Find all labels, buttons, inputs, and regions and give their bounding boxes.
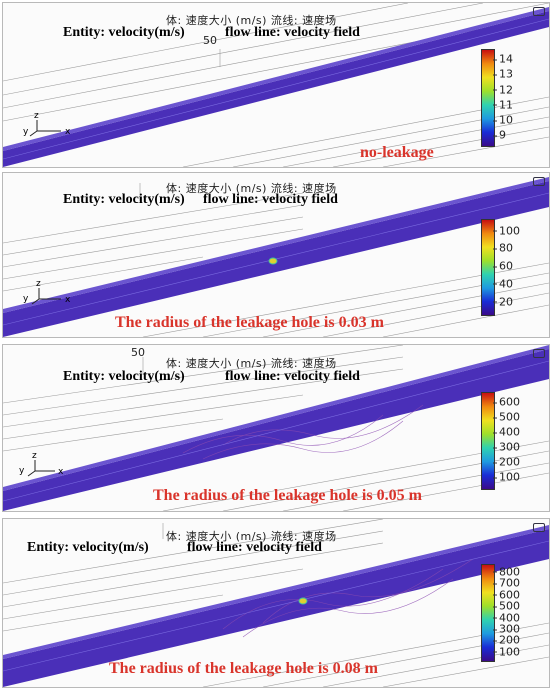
legend-tick-label: 100 — [493, 470, 520, 484]
pipe-top-edge — [3, 345, 549, 491]
pipe-top-edge — [3, 177, 549, 313]
axis-x-label: x — [58, 467, 64, 477]
axis-y-label: y — [23, 294, 29, 304]
legend-tick-label: 200 — [493, 455, 520, 469]
axis-z-label: z — [36, 279, 41, 289]
streamline-swirls — [182, 404, 424, 460]
legend-tick-label: 60 — [493, 259, 513, 273]
entity-label: Entity: velocity(m/s) — [63, 25, 185, 40]
legend-tick-label: 700 — [493, 576, 520, 590]
legend-tick-label: 100 — [493, 224, 520, 238]
pipe-scene — [3, 519, 549, 687]
panel-corner-icon — [533, 523, 545, 532]
panel-no-leakage: x z y 体: 速度大小 (m/s) 流线: 速度场 Entity: velo… — [2, 2, 550, 168]
pipe-scene: x z y — [3, 345, 549, 511]
panel-caption: The radius of the leakage hole is 0.03 m — [115, 314, 384, 331]
panel-caption: The radius of the leakage hole is 0.08 m — [109, 660, 378, 677]
legend-color-bar — [481, 49, 495, 147]
legend-tick-label: 500 — [493, 410, 520, 424]
legend-tick-label: 10 — [493, 113, 513, 127]
legend-tick-label: 13 — [493, 67, 513, 81]
legend-tick-label: 300 — [493, 440, 520, 454]
legend-color-bar — [481, 219, 495, 316]
flow-line-label: flow line: velocity field — [187, 540, 322, 555]
axis-z-label: z — [32, 451, 37, 461]
entity-label: Entity: velocity(m/s) — [27, 540, 149, 555]
legend-tick-label: 200 — [493, 633, 520, 647]
legend-color-bar — [481, 392, 495, 490]
chinese-title: 体: 速度大小 (m/s) 流线: 速度场 — [166, 530, 337, 543]
entity-label: Entity: velocity(m/s) — [63, 192, 185, 207]
streamline — [3, 540, 549, 672]
chinese-title: 体: 速度大小 (m/s) 流线: 速度场 — [166, 357, 337, 370]
leak-hole-marker — [268, 257, 278, 265]
panel-corner-icon — [533, 349, 545, 358]
legend-tick-label: 11 — [493, 98, 513, 112]
legend-tick-label: 600 — [493, 395, 520, 409]
pipe-scene: x z y — [3, 3, 549, 167]
grid-lines — [3, 3, 549, 167]
legend-color-bar — [481, 564, 495, 662]
axis-x-label: x — [65, 127, 71, 137]
scale-tick-label: 50 — [131, 346, 145, 359]
leak-hole-marker — [298, 597, 308, 605]
chinese-title: 体: 速度大小 (m/s) 流线: 速度场 — [166, 182, 337, 195]
chinese-title: 体: 速度大小 (m/s) 流线: 速度场 — [166, 14, 337, 27]
legend-tick-label: 9 — [493, 128, 506, 142]
legend-tick-label: 300 — [493, 622, 520, 636]
legend-tick-label: 800 — [493, 565, 520, 579]
axis-triad: x z y — [19, 451, 64, 477]
pipe-top-edge — [3, 7, 549, 151]
streamline — [3, 360, 549, 502]
axis-triad: x z y — [23, 111, 71, 137]
pipe-scene: x z y — [3, 177, 549, 337]
legend-tick-label: 100 — [493, 645, 520, 659]
legend-tick-label: 40 — [493, 277, 513, 291]
scale-tick-label: 50 — [203, 34, 217, 47]
legend-tick-label: 14 — [493, 52, 513, 66]
flow-line-label: flow line: velocity field — [203, 192, 338, 207]
legend-tick-label: 80 — [493, 241, 513, 255]
axis-y-label: y — [23, 127, 29, 137]
flow-line-label: flow line: velocity field — [225, 369, 360, 384]
flow-line-label: flow line: velocity field — [225, 25, 360, 40]
entity-label: Entity: velocity(m/s) — [63, 369, 185, 384]
axis-triad: x z y — [23, 279, 71, 305]
panel-corner-icon — [533, 177, 545, 186]
legend-tick-label: 400 — [493, 425, 520, 439]
legend-tick-label: 12 — [493, 83, 513, 97]
panel-caption: The radius of the leakage hole is 0.05 m — [153, 487, 422, 504]
panel-corner-icon — [533, 7, 545, 16]
legend-tick-label: 500 — [493, 599, 520, 613]
panel-leak-003: x z y 体: 速度大小 (m/s) 流线: 速度场 Entity: velo… — [2, 172, 550, 338]
grid-lines — [3, 519, 549, 687]
panel-leak-008: 体: 速度大小 (m/s) 流线: 速度场 Entity: velocity(m… — [2, 518, 550, 688]
pipe-top-edge — [3, 525, 549, 659]
legend-tick-label: 600 — [493, 588, 520, 602]
axis-x-label: x — [65, 295, 71, 305]
legend-tick-label: 20 — [493, 295, 513, 309]
streamline-swirls — [222, 558, 474, 638]
axis-z-label: z — [34, 111, 39, 121]
panel-leak-005: x z y 体: 速度大小 (m/s) 流线: 速度场 50 Entity: v… — [2, 344, 550, 512]
pipe-body — [3, 529, 549, 687]
panel-caption: no-leakage — [360, 144, 434, 161]
streamline — [3, 18, 549, 160]
legend-tick-label: 400 — [493, 611, 520, 625]
axis-y-label: y — [19, 466, 25, 476]
